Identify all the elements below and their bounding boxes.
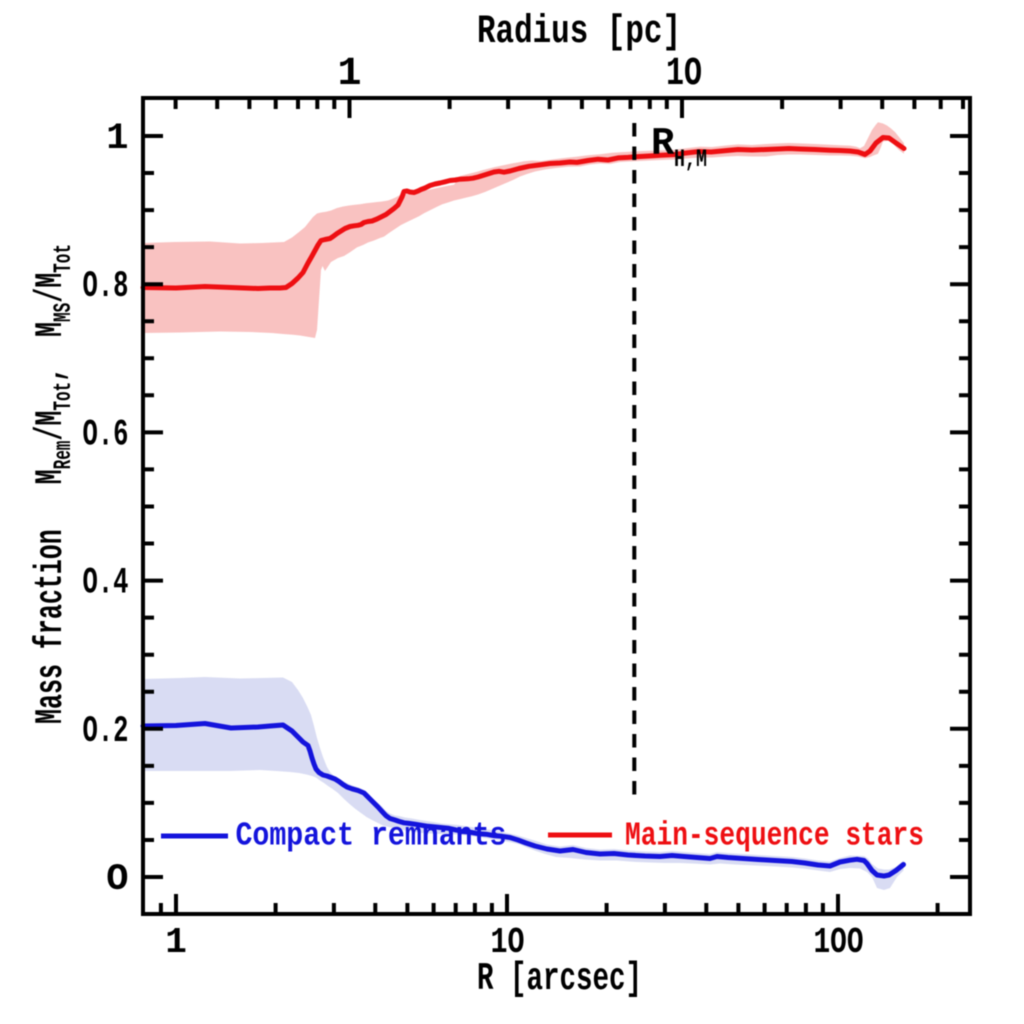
svg-text:O.2: O.2: [83, 711, 129, 753]
svg-text:R: R: [651, 122, 675, 166]
svg-text:1O: 1O: [666, 52, 702, 97]
svg-text:Mass fraction MRem/MTot, MM: Mass fraction MRem/MTot, MMS/MTot: [29, 244, 78, 724]
svg-text:1O: 1O: [491, 922, 525, 963]
svg-text:1: 1: [337, 52, 361, 97]
svg-text:O.8: O.8: [83, 266, 129, 308]
svg-text:O.4: O.4: [83, 563, 129, 605]
svg-text:Main-sequence stars: Main-sequence stars: [625, 818, 924, 855]
svg-text:1OO: 1OO: [814, 922, 864, 963]
svg-text:1: 1: [106, 118, 128, 160]
svg-text:H,M: H,M: [674, 145, 707, 174]
svg-text:1: 1: [165, 922, 187, 963]
svg-text:O.6: O.6: [83, 414, 129, 456]
svg-text:Compact remnants: Compact remnants: [236, 818, 507, 855]
svg-text:R [arcsec]: R [arcsec]: [477, 957, 642, 1001]
svg-text:Radius [pc]: Radius [pc]: [477, 10, 681, 55]
svg-text:O: O: [106, 859, 128, 901]
